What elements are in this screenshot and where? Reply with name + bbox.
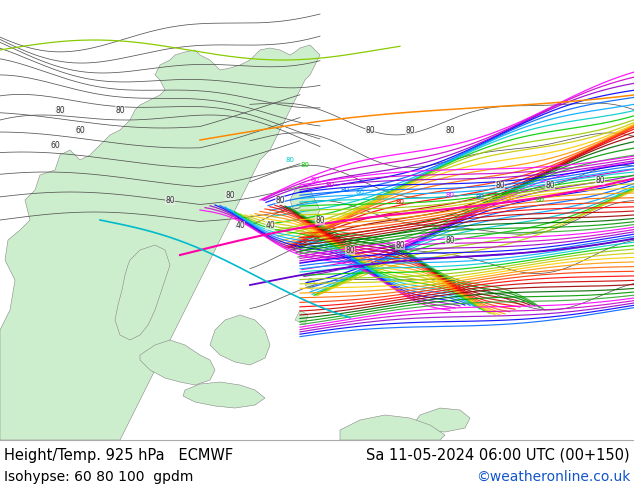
Text: 80: 80 xyxy=(536,197,545,203)
Text: 80: 80 xyxy=(285,157,295,163)
Text: 80: 80 xyxy=(476,194,484,200)
Text: 60: 60 xyxy=(50,141,60,149)
Polygon shape xyxy=(0,45,320,440)
Text: 80: 80 xyxy=(356,189,365,195)
Text: 80: 80 xyxy=(445,236,455,245)
Text: Height/Temp. 925 hPa   ECMWF: Height/Temp. 925 hPa ECMWF xyxy=(4,447,233,463)
Text: 80: 80 xyxy=(495,180,505,190)
Polygon shape xyxy=(115,245,170,340)
Polygon shape xyxy=(210,315,270,365)
Text: 80: 80 xyxy=(345,245,355,254)
Text: 80: 80 xyxy=(225,191,235,199)
Text: 80: 80 xyxy=(301,162,309,168)
Text: 40: 40 xyxy=(265,220,275,229)
Text: 80: 80 xyxy=(395,241,405,249)
Polygon shape xyxy=(340,415,445,440)
Text: 80: 80 xyxy=(315,216,325,224)
Polygon shape xyxy=(415,408,470,432)
Text: 80: 80 xyxy=(365,125,375,135)
Polygon shape xyxy=(183,382,265,408)
Text: 80: 80 xyxy=(445,125,455,135)
Text: 80: 80 xyxy=(325,182,335,188)
Polygon shape xyxy=(305,278,315,290)
Text: Sa 11-05-2024 06:00 UTC (00+150): Sa 11-05-2024 06:00 UTC (00+150) xyxy=(366,447,630,463)
Text: 80: 80 xyxy=(505,195,515,201)
Polygon shape xyxy=(295,310,308,325)
Text: 80: 80 xyxy=(275,196,285,204)
Polygon shape xyxy=(140,340,215,385)
Text: 80: 80 xyxy=(311,177,320,183)
Text: 80: 80 xyxy=(55,105,65,115)
Polygon shape xyxy=(290,185,320,225)
Text: 80: 80 xyxy=(165,196,175,204)
Text: 80: 80 xyxy=(446,192,455,198)
Text: Isohypse: 60 80 100  gpdm: Isohypse: 60 80 100 gpdm xyxy=(4,470,193,484)
Text: 80: 80 xyxy=(115,105,125,115)
Text: 40: 40 xyxy=(235,220,245,229)
Text: 80: 80 xyxy=(340,187,349,193)
Text: 80: 80 xyxy=(545,180,555,190)
Text: ©weatheronline.co.uk: ©weatheronline.co.uk xyxy=(476,470,630,484)
Text: 80: 80 xyxy=(405,125,415,135)
Text: 80: 80 xyxy=(375,195,384,201)
Text: 80: 80 xyxy=(396,199,404,205)
Text: 80: 80 xyxy=(595,175,605,185)
Text: 60: 60 xyxy=(75,125,85,135)
